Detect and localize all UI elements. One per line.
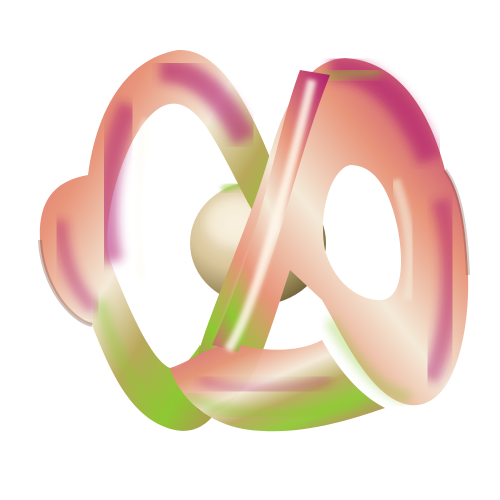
lower-band [170,340,385,432]
edge-shading [38,168,470,327]
front-strand [212,70,330,353]
left-loop [39,49,276,431]
